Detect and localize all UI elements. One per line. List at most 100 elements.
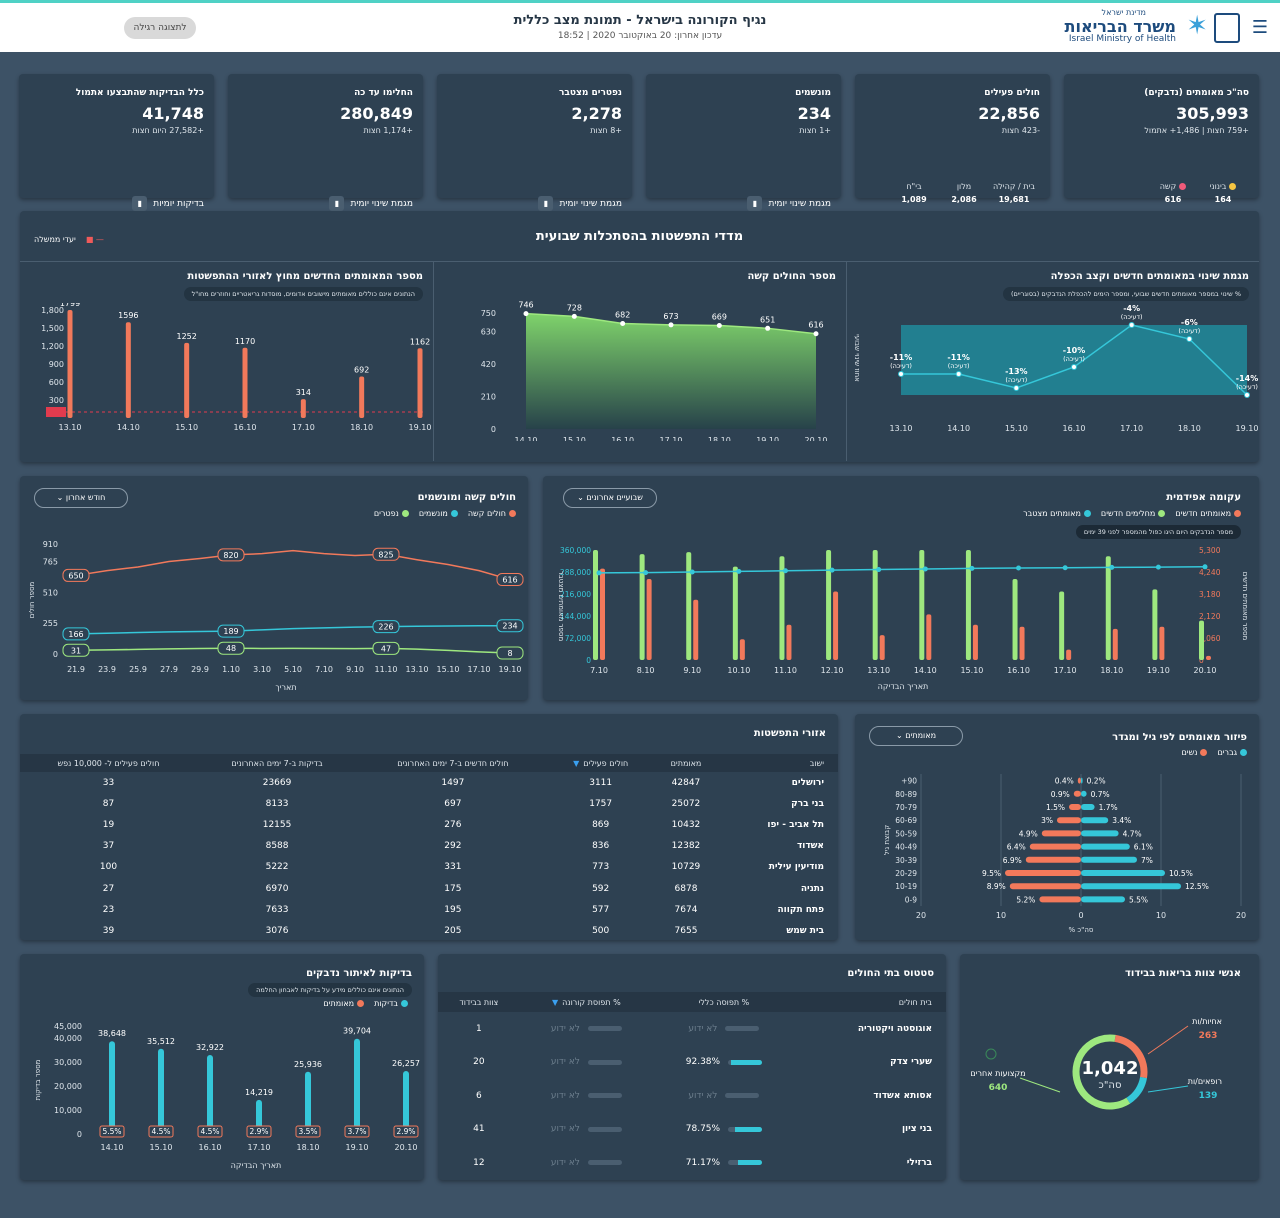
table-cell: לא ידוע (520, 1079, 653, 1113)
table-row[interactable]: אסותא אשדוד לא ידוע לא ידוע 6 (438, 1079, 946, 1113)
occupancy-value: לא ידוע (550, 1023, 580, 1034)
cumulative-point (782, 568, 788, 574)
trend-link[interactable]: בדיקות יומיות ▮ (132, 196, 204, 211)
table-row[interactable]: אוגוסטה ויקטוריה לא ידוע לא ידוע 1 (438, 1012, 946, 1046)
table-row[interactable]: שערי צדק 92.38% לא ידוע 20 (438, 1046, 946, 1080)
epi-period-dropdown[interactable]: שבועיים אחרונים ⌄ (563, 488, 657, 508)
growth-label: -14% (1236, 374, 1258, 383)
tests-bar (403, 1070, 409, 1134)
men-label: 6.1% (1134, 843, 1153, 852)
y-axis-label: מספר בדיקות (34, 1059, 42, 1100)
x-tick: 7.10 (315, 665, 333, 674)
table-cell: 500 (592, 925, 610, 936)
y-tick-left: 144,000 (560, 612, 591, 621)
occupancy-value: 71.17% (685, 1157, 721, 1168)
women-label: 6.9% (1003, 856, 1022, 865)
column-header[interactable]: חולים פעילים▼ (548, 754, 653, 772)
table-cell: 773 (592, 862, 610, 873)
recovered-bar (1152, 589, 1158, 660)
confirmed-bar (926, 614, 932, 660)
y-tick: 30,000 (54, 1058, 82, 1067)
x-tick: 1.10 (222, 665, 240, 674)
table-cell: 3111 (589, 777, 613, 788)
period-dropdown[interactable]: חודש אחרון ⌄ (34, 488, 128, 508)
bar-label: 1596 (118, 311, 138, 320)
trend-label: מגמת שינוי יומית (559, 198, 622, 209)
positive-box (197, 1125, 223, 1138)
table-cell: לא ידוע (520, 1113, 653, 1147)
occupancy-value: 78.75% (685, 1124, 721, 1135)
cumulative-line (598, 566, 1206, 574)
stat-value: 234 (797, 104, 831, 123)
column-header[interactable]: בית חולים (794, 992, 946, 1012)
column-header[interactable]: צוות בבידוד (438, 992, 520, 1012)
x-tick: 14.10 (101, 1143, 124, 1152)
weekly-panel: מדדי התפשטות בהסתכלות שבועית — ■ יעדי ממש… (20, 211, 1259, 462)
women-bar (1057, 817, 1081, 824)
table-cell: 8133 (265, 798, 289, 809)
regular-view-button[interactable]: לתצוגה רגילה (124, 17, 196, 39)
occupancy-cell: לא ידוע (659, 1091, 789, 1101)
women-label: 0.4% (1055, 777, 1074, 786)
gov-targets-legend[interactable]: — ■ יעדי ממשלה (34, 235, 104, 244)
column-header[interactable]: חולים פעילים ל- 10,000 נפש (20, 754, 197, 772)
callout-label: 825 (378, 550, 393, 559)
occupancy-fill (737, 1160, 763, 1166)
callout-box (62, 568, 90, 582)
y-tick: 910 (43, 540, 58, 549)
table-row[interactable]: מודיעין עילית 10729 773 331 5222 100 (20, 857, 838, 878)
trend-link[interactable]: מגמת שינוי יומית ▮ (747, 196, 831, 211)
table-cell: 33 (102, 777, 115, 788)
positive-label: 3.5% (298, 1127, 317, 1136)
callout-box (217, 624, 245, 638)
table-row[interactable]: פתח תקווה 7674 577 195 7633 23 (20, 899, 838, 920)
confirmed-bar (1066, 649, 1072, 660)
bar-label: 314 (296, 388, 311, 397)
column-header[interactable]: % תפוסת קורונה▼ (519, 992, 653, 1012)
cumulative-point (829, 567, 835, 573)
callout-label: 650 (68, 571, 83, 580)
tests-label: 38,648 (98, 1029, 126, 1038)
column-header[interactable]: % תפוסה כללי (653, 992, 795, 1012)
confirmed-bar (833, 591, 839, 660)
trend-link[interactable]: מגמת שינוי יומית ▮ (329, 196, 413, 211)
table-row[interactable]: נתניה 6878 592 175 6970 27 (20, 878, 838, 899)
column-header[interactable]: ישוב (719, 754, 838, 772)
callout-label: 820 (223, 551, 238, 560)
column-header[interactable]: מאומתים (652, 754, 720, 772)
positive-box (99, 1125, 125, 1138)
column-header[interactable]: חולים חדשים ב-7 ימים האחרונים (357, 754, 549, 772)
table-cell: 12 (473, 1157, 485, 1168)
growth-sublabel: (דעיכה) (1121, 313, 1143, 321)
menu-icon[interactable]: ☰ (1251, 17, 1268, 38)
y-tick: 600 (49, 378, 64, 387)
women-label: 4.9% (1019, 829, 1038, 838)
table-row[interactable]: אשדוד 12382 836 292 8588 37 (20, 836, 838, 857)
trend-link[interactable]: מגמת שינוי יומית ▮ (538, 196, 622, 211)
tests-label: 35,512 (147, 1037, 175, 1046)
growth-sublabel: (דעיכה) (890, 362, 912, 370)
table-row[interactable]: תל אביב - יפו 10432 869 276 12155 19 (20, 814, 838, 835)
stat-label: מונשמים (795, 88, 831, 98)
table-row[interactable]: בית שמש 7655 500 205 3076 39 (20, 920, 838, 940)
women-label: 0.9% (1051, 790, 1070, 799)
table-cell: פתח תקווה (777, 904, 824, 915)
x-tick: 14.10 (947, 424, 970, 433)
age-metric-dropdown[interactable]: מאומתים ⌄ (869, 726, 963, 746)
table-row[interactable]: ברזילי 71.17% לא ידוע 12 (438, 1146, 946, 1180)
x-tick: 16.10 (1063, 424, 1086, 433)
recovered-bar (732, 566, 738, 660)
x-tick: 14.10 (117, 423, 140, 432)
table-row[interactable]: בני ציון 78.75% לא ידוע 41 (438, 1113, 946, 1147)
table-cell: שערי צדק (890, 1057, 932, 1068)
table-row[interactable]: בני ברק 25072 1757 697 8133 87 (20, 793, 838, 814)
table-row[interactable]: ירושלים 42847 3111 1497 23669 33 (20, 772, 838, 793)
column-header[interactable]: בדיקות ב-7 ימים האחרונים (196, 754, 358, 772)
cumulative-point (596, 570, 602, 576)
x-tick: 23.9 (98, 665, 116, 674)
growth-chart-note: % שינוי במספר מאומתים חדשים שבועי, ומספר… (1002, 287, 1249, 301)
y-tick: 45,000 (54, 1022, 82, 1031)
staff-title: אנשי צוות בריאות בבידוד (1125, 968, 1241, 979)
recovered-bar (593, 550, 598, 660)
